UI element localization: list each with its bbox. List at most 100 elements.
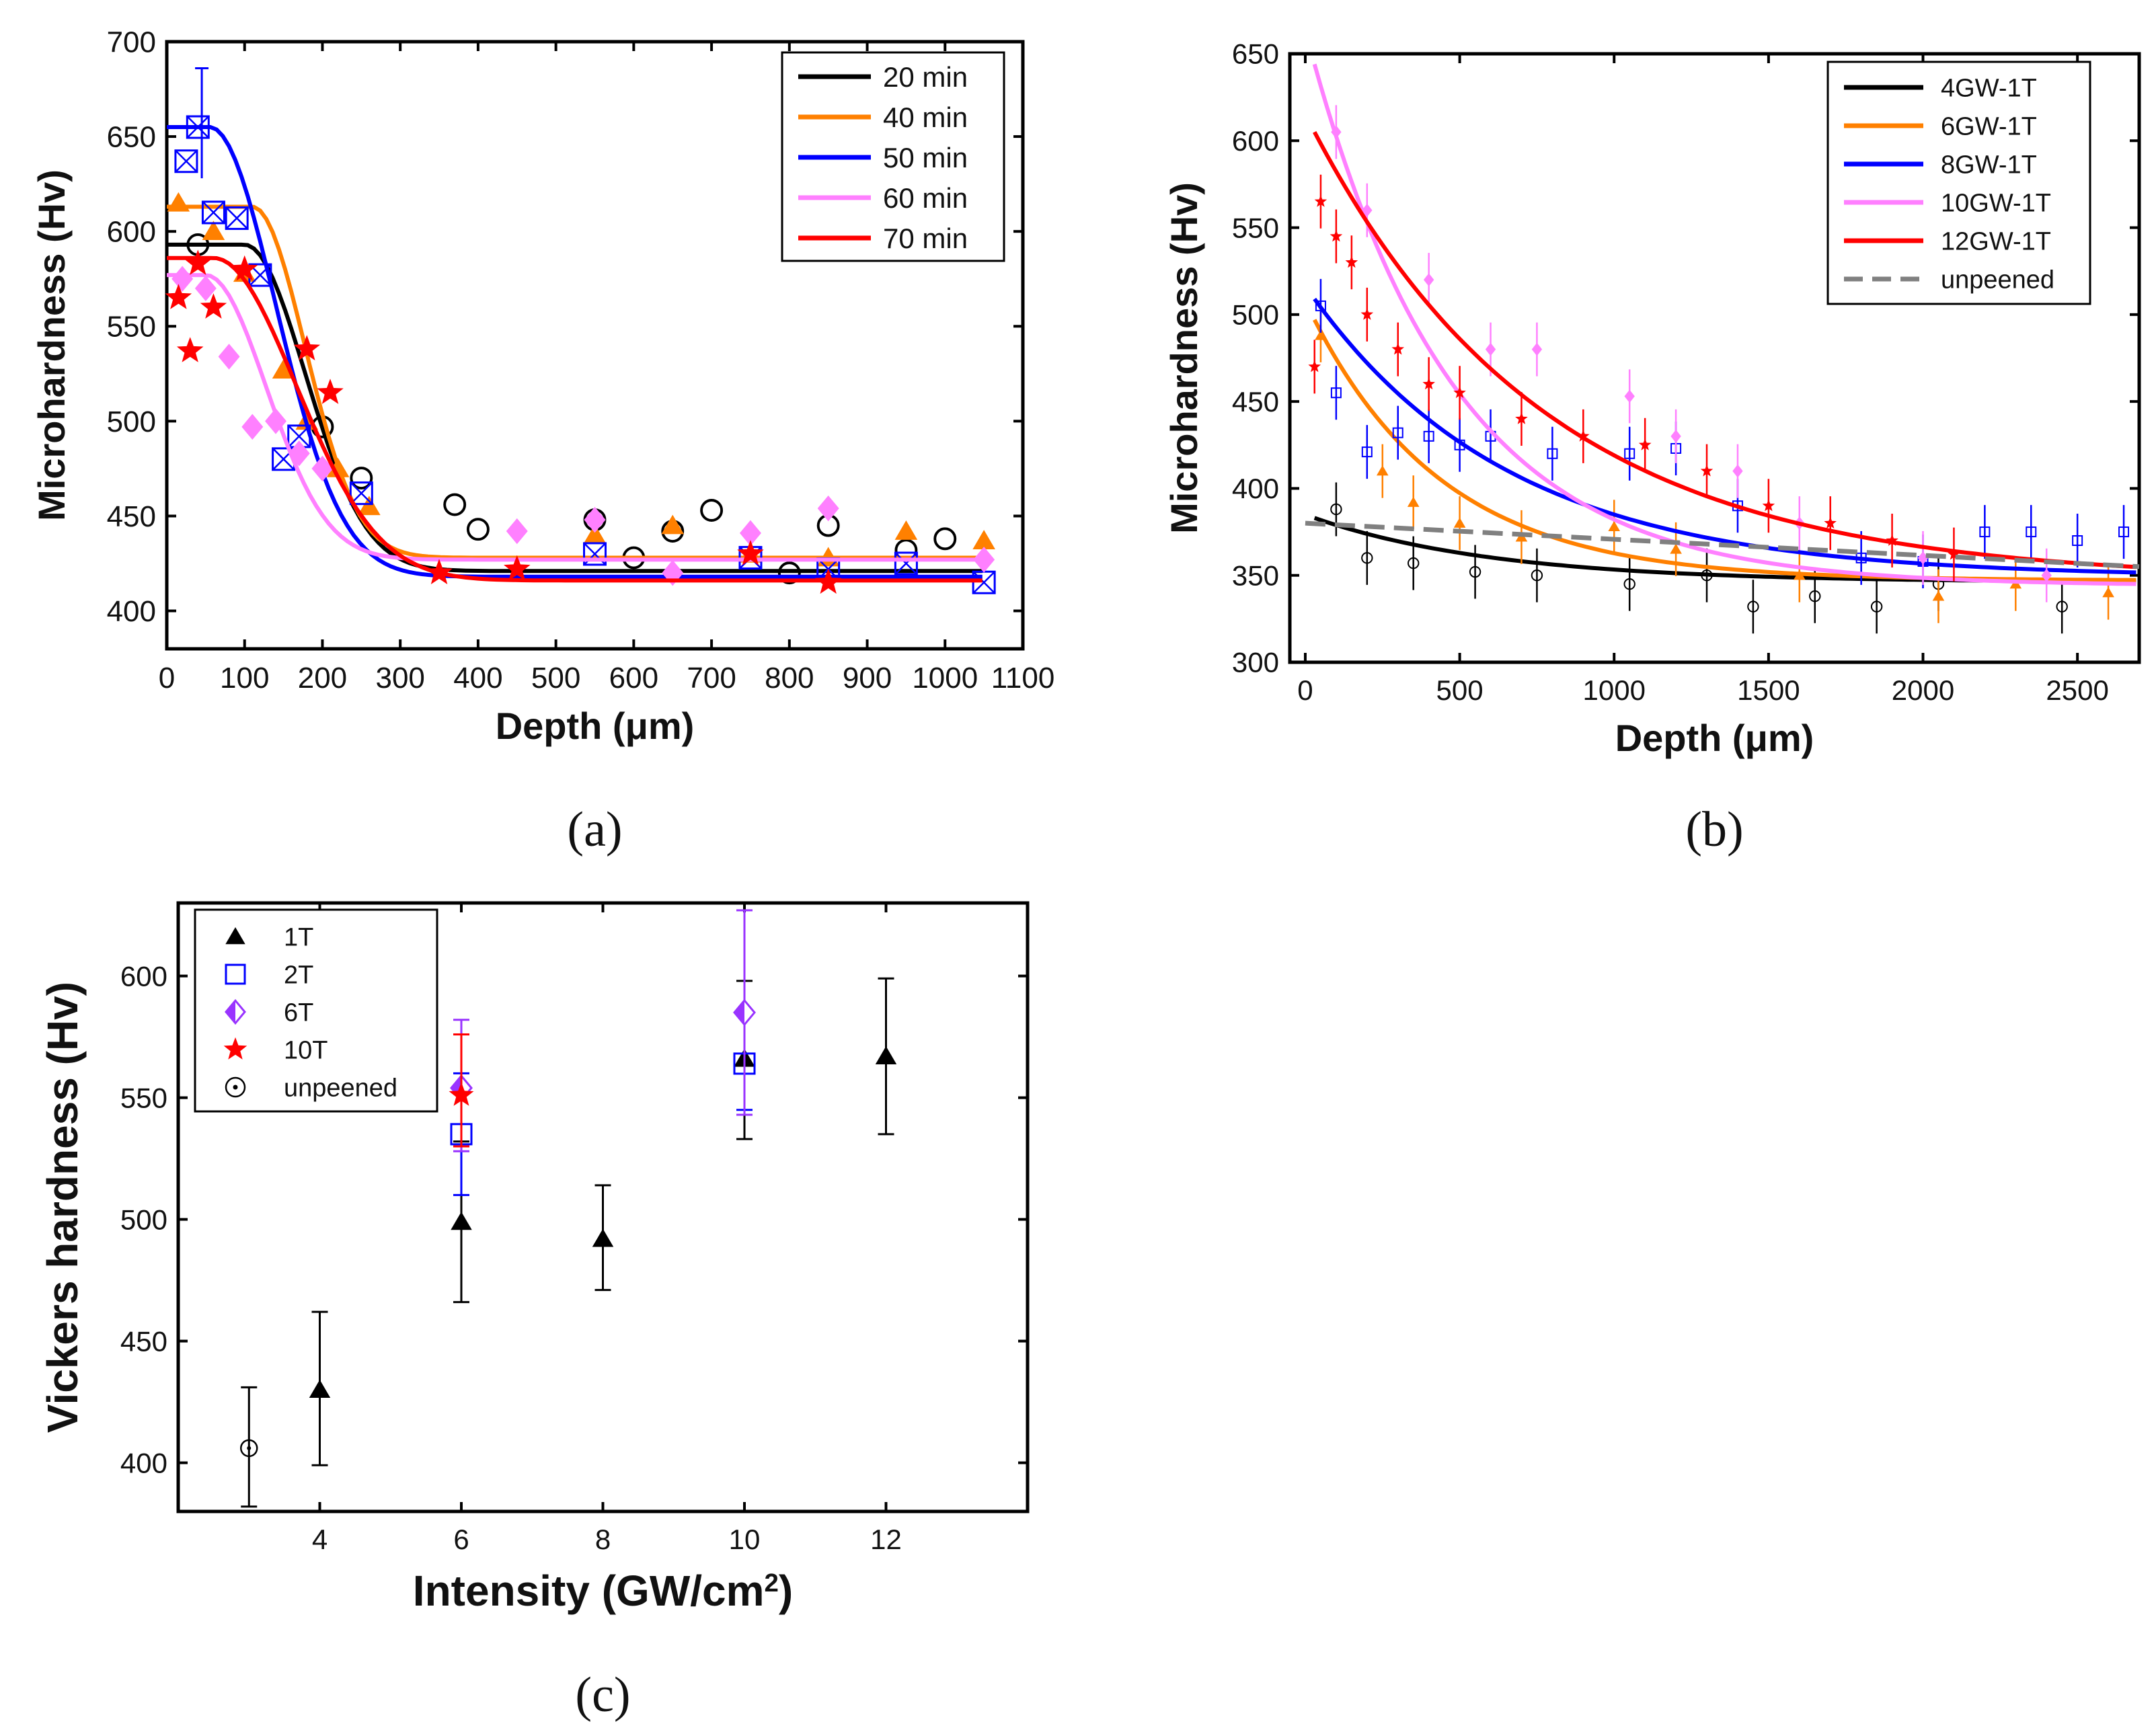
panel-a-legend-40-min-label: 40 min bbox=[883, 102, 968, 133]
panel-a-x-tick-label: 100 bbox=[220, 662, 269, 695]
panel-a-point-20-min bbox=[933, 527, 957, 551]
panel-b-point-12gw-1t bbox=[1515, 412, 1528, 424]
panel-b-point-8gw-1t bbox=[1979, 526, 1991, 538]
panel-b-point-4gw-1t bbox=[1361, 552, 1373, 564]
panel-b-point-8gw-1t bbox=[1454, 439, 1465, 450]
panel-a-x-tick-label: 400 bbox=[453, 662, 502, 695]
panel-a-x-tick-label: 700 bbox=[687, 662, 736, 695]
panel-b-point-4gw-1t bbox=[1330, 503, 1342, 516]
panel-a-point-40-min bbox=[326, 457, 350, 477]
panel-b-point-10gw-1t bbox=[1732, 464, 1743, 478]
panel-a-point-40-min bbox=[894, 520, 918, 540]
panel-b-point-6gw-1t bbox=[1407, 496, 1420, 507]
panel-b-point-12gw-1t bbox=[1314, 195, 1327, 207]
panel-a-point-50-min bbox=[201, 200, 225, 225]
panel-b-point-6gw-1t bbox=[1453, 517, 1466, 528]
panel-a-x-tick-label: 600 bbox=[609, 662, 658, 695]
panel-a-point-70-min bbox=[737, 540, 764, 565]
panel-a-point-20-min bbox=[443, 493, 467, 516]
panel-b-x-tick-label: 0 bbox=[1297, 674, 1313, 706]
panel-a-y-tick-label: 550 bbox=[107, 311, 156, 344]
panel-c-legend-1t-swatch bbox=[225, 927, 245, 945]
panel-c-x-tick-label: 10 bbox=[729, 1524, 761, 1555]
panel-a-point-40-min bbox=[583, 524, 607, 544]
panel-a-legend-50-min-label: 50 min bbox=[883, 142, 968, 173]
panel-a-point-50-min-box bbox=[186, 115, 210, 139]
panel-a-y-tick-label: 700 bbox=[107, 26, 156, 58]
panel-b: 0 500 1000 1500 2000 2500 300 350 400 450 500 550 60… bbox=[1163, 38, 2141, 857]
panel-b-point-8gw-1t bbox=[1392, 427, 1403, 438]
panel-b-point-4gw-1t bbox=[1701, 569, 1713, 582]
panel-c-point-6t bbox=[733, 998, 756, 1027]
panel-c-legend-6t-swatch-fill bbox=[226, 1000, 235, 1023]
panel-a-x-tick-label: 800 bbox=[765, 662, 814, 695]
panel-b-point-8gw-1t bbox=[1361, 446, 1373, 458]
panel-a-point-70-min bbox=[504, 555, 531, 581]
panel-a-point-50-min-cross bbox=[287, 425, 311, 448]
panel-a-point-60-min bbox=[218, 344, 240, 370]
panel-b-y-tick-label: 300 bbox=[1232, 647, 1279, 678]
panel-b-point-12gw-1t bbox=[1422, 377, 1435, 390]
panel-a-caption: (a) bbox=[567, 802, 622, 857]
panel-a-point-70-min bbox=[200, 293, 227, 319]
panel-a-plot-frame bbox=[165, 40, 1025, 651]
panel-b-point-8gw-1t bbox=[1855, 552, 1867, 563]
panel-b-legend-6gw-1t-label: 6GW-1T bbox=[1941, 113, 2037, 141]
panel-b-point-12gw-1t bbox=[1700, 464, 1714, 477]
panel-b-point-12gw-1t bbox=[1345, 255, 1358, 268]
panel-b-line-unpeened bbox=[1305, 520, 2140, 569]
panel-a-point-50-min bbox=[174, 149, 198, 173]
panel-b-point-6gw-1t bbox=[1608, 520, 1621, 532]
panel-b-point-10gw-1t bbox=[1917, 551, 1929, 565]
panel-b-point-6gw-1t bbox=[2102, 587, 2114, 598]
panel-c-point-unpeened-dot bbox=[247, 1446, 252, 1450]
panel-a-point-60-min bbox=[241, 413, 264, 440]
panel-b-point-6gw-1t bbox=[1932, 590, 1945, 601]
panel-b-point-10gw-1t bbox=[2041, 568, 2052, 582]
panel-c-point-10t bbox=[449, 1082, 474, 1106]
panel-a-y-tick-label: 450 bbox=[107, 500, 156, 533]
panel-a-point-40-min bbox=[167, 192, 190, 212]
panel-a-y-tick-label: 650 bbox=[107, 120, 156, 153]
panel-b-y-tick-label: 550 bbox=[1232, 212, 1279, 243]
panel-a-point-70-min bbox=[814, 568, 842, 594]
panel-b-point-8gw-1t bbox=[1423, 430, 1434, 442]
panel-b-point-10gw-1t bbox=[1624, 389, 1635, 403]
panel-c-point-1t bbox=[592, 1228, 614, 1247]
panel-b-y-tick-label: 650 bbox=[1232, 38, 1279, 70]
panel-a-point-20-min bbox=[777, 561, 801, 585]
panel-c-y-tick-label: 600 bbox=[120, 960, 167, 992]
panel-b-x-tick-label: 2000 bbox=[1892, 674, 1954, 706]
panel-a-point-50-min bbox=[186, 115, 210, 139]
panel-a-point-40-min bbox=[661, 514, 685, 535]
panel-b-point-12gw-1t bbox=[1577, 430, 1590, 442]
panel-a-x-tick-label: 500 bbox=[531, 662, 580, 695]
panel-a-point-50-min-box bbox=[225, 206, 249, 230]
panel-b-point-10gw-1t bbox=[1485, 342, 1496, 356]
panel-c-x-tick-label: 4 bbox=[312, 1524, 328, 1555]
panel-b-legend-12gw-1t-label: 12GW-1T bbox=[1941, 228, 2051, 256]
panel-b-point-8gw-1t bbox=[2026, 526, 2037, 538]
panel-c-point-unpeened bbox=[240, 1439, 258, 1458]
panel-b-point-10gw-1t bbox=[1331, 125, 1342, 139]
panel-c-point-unpeened-ring bbox=[240, 1439, 258, 1458]
panel-b-point-4gw-1t bbox=[1531, 569, 1543, 582]
panel-a-point-50-min-cross bbox=[350, 481, 373, 505]
panel-c-y-tick-label: 500 bbox=[120, 1204, 167, 1235]
panel-a-point-50-min-cross bbox=[186, 116, 210, 139]
panel-a-x-tick-label: 300 bbox=[375, 662, 424, 695]
panel-b-x-axis-title: Depth (μm) bbox=[1615, 717, 1814, 759]
panel-c-x-tick-label: 12 bbox=[870, 1524, 902, 1555]
panel-a-point-50-min-box bbox=[349, 481, 373, 506]
panel-a-point-70-min bbox=[165, 284, 192, 309]
panel-a-point-50-min-cross bbox=[972, 571, 996, 594]
panel-b-point-12gw-1t bbox=[1453, 386, 1466, 399]
panel-c-y-tick-label: 450 bbox=[120, 1325, 167, 1357]
panel-c-legend-unpeened-swatch bbox=[225, 1076, 246, 1098]
panel-b-legend-8gw-1t-label: 8GW-1T bbox=[1941, 151, 2037, 180]
panel-b-point-6gw-1t bbox=[1670, 543, 1682, 554]
panel-a-point-70-min bbox=[293, 335, 321, 360]
panel-c-x-tick-label: 8 bbox=[595, 1524, 611, 1555]
panel-a-x-tick-label: 1000 bbox=[912, 662, 978, 695]
panel-b-point-12gw-1t bbox=[1886, 534, 1898, 546]
